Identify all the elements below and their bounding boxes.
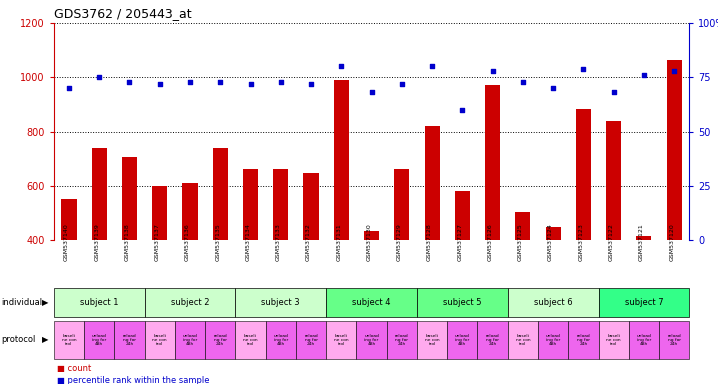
- Text: GSM537120: GSM537120: [669, 223, 674, 261]
- Text: baseli
ne con
trol: baseli ne con trol: [243, 334, 258, 346]
- Text: ▶: ▶: [42, 298, 48, 307]
- Bar: [394, 169, 409, 240]
- Text: unload
ing for
48h: unload ing for 48h: [364, 334, 379, 346]
- Bar: [334, 80, 349, 240]
- Bar: [364, 230, 379, 240]
- Bar: [516, 212, 531, 240]
- Bar: [666, 60, 681, 240]
- Bar: [304, 173, 319, 240]
- Text: reload
ng for
24h: reload ng for 24h: [485, 334, 500, 346]
- Text: baseli
ne con
trol: baseli ne con trol: [62, 334, 76, 346]
- Text: ■ count: ■ count: [57, 364, 92, 373]
- Text: GSM537126: GSM537126: [488, 223, 493, 261]
- Text: GSM537124: GSM537124: [548, 223, 553, 261]
- Text: unload
ing for
48h: unload ing for 48h: [92, 334, 107, 346]
- Point: [305, 81, 317, 87]
- Text: subject 7: subject 7: [625, 298, 663, 307]
- Point: [577, 66, 589, 72]
- Point: [426, 63, 438, 70]
- Bar: [92, 148, 107, 240]
- Text: GSM537137: GSM537137: [155, 223, 159, 261]
- Text: baseli
ne con
trol: baseli ne con trol: [152, 334, 167, 346]
- Text: reload
ng for
24h: reload ng for 24h: [395, 334, 409, 346]
- Bar: [485, 85, 500, 240]
- Text: reload
ng for
24h: reload ng for 24h: [667, 334, 681, 346]
- Text: reload
ng for
24h: reload ng for 24h: [213, 334, 227, 346]
- Text: GSM537122: GSM537122: [609, 223, 614, 261]
- Point: [547, 85, 559, 91]
- Text: unload
ing for
48h: unload ing for 48h: [274, 334, 288, 346]
- Text: GSM537129: GSM537129: [397, 223, 402, 261]
- Text: unload
ing for
48h: unload ing for 48h: [636, 334, 651, 346]
- Point: [245, 81, 256, 87]
- Text: ■ percentile rank within the sample: ■ percentile rank within the sample: [57, 376, 210, 384]
- Point: [396, 81, 408, 87]
- Text: GSM537127: GSM537127: [457, 223, 462, 261]
- Point: [63, 85, 75, 91]
- Point: [487, 68, 498, 74]
- Text: subject 1: subject 1: [80, 298, 118, 307]
- Text: GSM537140: GSM537140: [64, 223, 69, 261]
- Text: GSM537134: GSM537134: [246, 223, 251, 261]
- Text: GDS3762 / 205443_at: GDS3762 / 205443_at: [54, 7, 192, 20]
- Text: GSM537123: GSM537123: [579, 223, 583, 261]
- Bar: [576, 109, 591, 240]
- Text: GSM537135: GSM537135: [215, 223, 220, 261]
- Text: GSM537132: GSM537132: [306, 223, 311, 261]
- Text: individual: individual: [1, 298, 42, 307]
- Point: [457, 107, 468, 113]
- Text: GSM537133: GSM537133: [276, 223, 281, 261]
- Text: reload
ng for
24h: reload ng for 24h: [123, 334, 136, 346]
- Bar: [546, 227, 561, 240]
- Point: [275, 79, 286, 85]
- Bar: [152, 186, 167, 240]
- Text: GSM537139: GSM537139: [94, 223, 99, 261]
- Text: unload
ing for
48h: unload ing for 48h: [182, 334, 197, 346]
- Text: GSM537121: GSM537121: [639, 223, 644, 261]
- Bar: [213, 148, 228, 240]
- Text: subject 6: subject 6: [533, 298, 572, 307]
- Bar: [182, 183, 197, 240]
- Text: GSM537128: GSM537128: [427, 223, 432, 261]
- Point: [638, 72, 650, 78]
- Text: baseli
ne con
trol: baseli ne con trol: [425, 334, 439, 346]
- Point: [608, 89, 620, 96]
- Text: protocol: protocol: [1, 335, 36, 344]
- Point: [123, 79, 135, 85]
- Text: GSM537138: GSM537138: [124, 223, 129, 261]
- Point: [215, 79, 226, 85]
- Point: [335, 63, 347, 70]
- Bar: [274, 169, 289, 240]
- Text: unload
ing for
48h: unload ing for 48h: [546, 334, 561, 346]
- Text: ▶: ▶: [42, 335, 48, 344]
- Text: reload
ng for
24h: reload ng for 24h: [577, 334, 590, 346]
- Text: subject 2: subject 2: [171, 298, 209, 307]
- Point: [365, 89, 377, 96]
- Text: subject 5: subject 5: [443, 298, 482, 307]
- Bar: [454, 191, 470, 240]
- Text: subject 4: subject 4: [353, 298, 391, 307]
- Text: GSM537130: GSM537130: [367, 223, 372, 261]
- Bar: [424, 126, 439, 240]
- Text: unload
ing for
48h: unload ing for 48h: [455, 334, 470, 346]
- Text: GSM537131: GSM537131: [336, 223, 341, 261]
- Text: baseli
ne con
trol: baseli ne con trol: [606, 334, 621, 346]
- Bar: [243, 169, 258, 240]
- Bar: [62, 199, 77, 240]
- Point: [154, 81, 165, 87]
- Point: [517, 79, 528, 85]
- Point: [185, 79, 196, 85]
- Bar: [606, 121, 621, 240]
- Point: [93, 74, 105, 80]
- Bar: [636, 236, 651, 240]
- Text: subject 3: subject 3: [261, 298, 300, 307]
- Text: GSM537125: GSM537125: [518, 223, 523, 261]
- Text: GSM537136: GSM537136: [185, 223, 190, 261]
- Point: [668, 68, 680, 74]
- Text: reload
ng for
24h: reload ng for 24h: [304, 334, 318, 346]
- Bar: [122, 157, 137, 240]
- Text: baseli
ne con
trol: baseli ne con trol: [334, 334, 349, 346]
- Text: baseli
ne con
trol: baseli ne con trol: [516, 334, 530, 346]
